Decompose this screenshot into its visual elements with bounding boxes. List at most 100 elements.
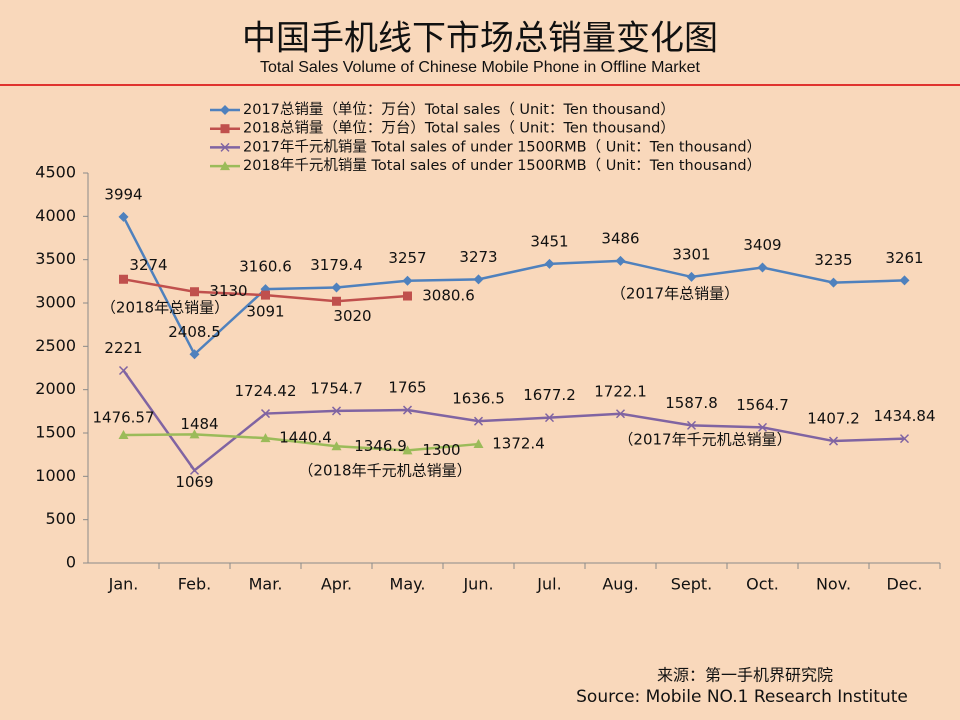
- data-label: 1484: [180, 415, 218, 433]
- data-label: 3257: [388, 249, 426, 267]
- data-label: 1722.1: [594, 382, 647, 400]
- chart-title: 中国手机线下市场总销量变化图: [242, 19, 718, 59]
- y-tick-label: 500: [45, 509, 76, 528]
- data-label: 1765: [388, 379, 426, 397]
- chart-subtitle: Total Sales Volume of Chinese Mobile Pho…: [260, 59, 701, 76]
- marker: [544, 413, 555, 423]
- marker: [473, 439, 484, 449]
- data-label: 1754.7: [310, 379, 363, 397]
- marker: [331, 406, 342, 416]
- marker: [118, 211, 129, 222]
- annotation: （2017年总销量）: [611, 285, 739, 303]
- y-tick-label: 1000: [35, 466, 76, 485]
- data-label: 1300: [422, 441, 460, 459]
- annotation: （2017年千元机总销量）: [618, 431, 791, 449]
- data-label: 1440.4: [279, 429, 332, 447]
- marker: [615, 409, 626, 419]
- marker: [261, 290, 270, 300]
- data-label: 3274: [129, 256, 167, 274]
- y-tick-label: 1500: [35, 423, 76, 442]
- data-label: 3160.6: [239, 258, 292, 276]
- marker: [331, 282, 342, 293]
- marker: [118, 365, 129, 376]
- marker: [220, 161, 230, 171]
- source-en: Source: Mobile NO.1 Research Institute: [576, 687, 908, 707]
- marker: [757, 262, 768, 273]
- y-tick-label: 2500: [35, 336, 76, 355]
- data-label: 1407.2: [807, 410, 860, 428]
- marker: [686, 271, 697, 282]
- marker: [118, 430, 129, 440]
- x-tick-label: Apr.: [321, 575, 352, 594]
- x-tick-label: Mar.: [249, 575, 283, 594]
- marker: [544, 258, 555, 269]
- data-label: 3261: [885, 249, 923, 267]
- legend-label: 2017总销量（单位：万台）Total sales（ Unit：Ten thou…: [243, 101, 675, 118]
- y-tick-label: 0: [66, 553, 76, 572]
- marker: [402, 405, 413, 415]
- marker: [190, 287, 199, 297]
- marker: [189, 429, 200, 439]
- x-tick-label: Jun.: [462, 575, 493, 594]
- marker: [220, 105, 230, 115]
- marker: [473, 416, 484, 426]
- marker: [260, 433, 271, 443]
- y-tick-label: 4000: [35, 206, 76, 225]
- data-label: 3273: [459, 248, 497, 266]
- annotation: （2018年千元机总销量）: [298, 462, 471, 480]
- annotation: （2018年总销量）: [101, 299, 229, 317]
- legend-label: 2018总销量（单位：万台）Total sales（ Unit：Ten thou…: [243, 120, 675, 137]
- marker: [757, 422, 768, 432]
- y-tick-label: 3500: [35, 249, 76, 268]
- data-label: 1564.7: [736, 396, 789, 414]
- x-tick-label: May.: [390, 575, 426, 594]
- x-tick-label: Jan.: [108, 575, 139, 594]
- x-tick-label: Jul.: [536, 575, 561, 594]
- data-label: 3080.6: [422, 287, 475, 305]
- data-label: 1587.8: [665, 394, 718, 412]
- marker: [828, 277, 839, 288]
- data-label: 1724.42: [234, 382, 296, 400]
- y-tick-label: 4500: [35, 163, 76, 182]
- x-tick-label: Feb.: [178, 575, 211, 594]
- data-label: 1434.84: [873, 407, 935, 425]
- marker: [403, 291, 412, 301]
- legend-label: 2018年千元机销量 Total sales of under 1500RMB（…: [243, 157, 761, 174]
- data-label: 1476.57: [92, 409, 154, 427]
- data-label: 3409: [743, 236, 781, 254]
- y-tick-label: 2000: [35, 379, 76, 398]
- data-label: 1346.9: [354, 437, 407, 455]
- marker: [189, 349, 200, 360]
- data-label: 3020: [333, 307, 371, 325]
- data-label: 1636.5: [452, 390, 505, 408]
- data-label: 3994: [104, 185, 142, 203]
- series-line: [122, 216, 905, 357]
- marker: [331, 441, 342, 451]
- marker: [899, 434, 910, 444]
- data-label: 2408.5: [168, 323, 221, 341]
- x-tick-label: Dec.: [886, 575, 922, 594]
- x-tick-label: Aug.: [602, 575, 638, 594]
- marker: [473, 274, 484, 285]
- marker: [828, 436, 839, 446]
- marker: [220, 142, 230, 152]
- data-label: 3235: [814, 251, 852, 269]
- marker: [260, 409, 271, 419]
- x-tick-label: Oct.: [746, 575, 779, 594]
- data-label: 1372.4: [492, 435, 545, 453]
- x-tick-label: Sept.: [671, 575, 713, 594]
- marker: [402, 445, 413, 455]
- source-cn: 来源：第一手机界研究院: [657, 666, 833, 685]
- data-label: 3301: [672, 245, 710, 263]
- x-tick-label: Nov.: [816, 575, 851, 594]
- marker: [119, 274, 128, 284]
- marker: [189, 465, 200, 475]
- data-label: 1677.2: [523, 386, 576, 404]
- y-tick-label: 3000: [35, 293, 76, 312]
- data-label: 3179.4: [310, 256, 363, 274]
- marker: [686, 420, 697, 430]
- data-label: 3451: [530, 232, 568, 250]
- data-label: 3091: [246, 303, 284, 321]
- data-label: 1069: [175, 473, 213, 491]
